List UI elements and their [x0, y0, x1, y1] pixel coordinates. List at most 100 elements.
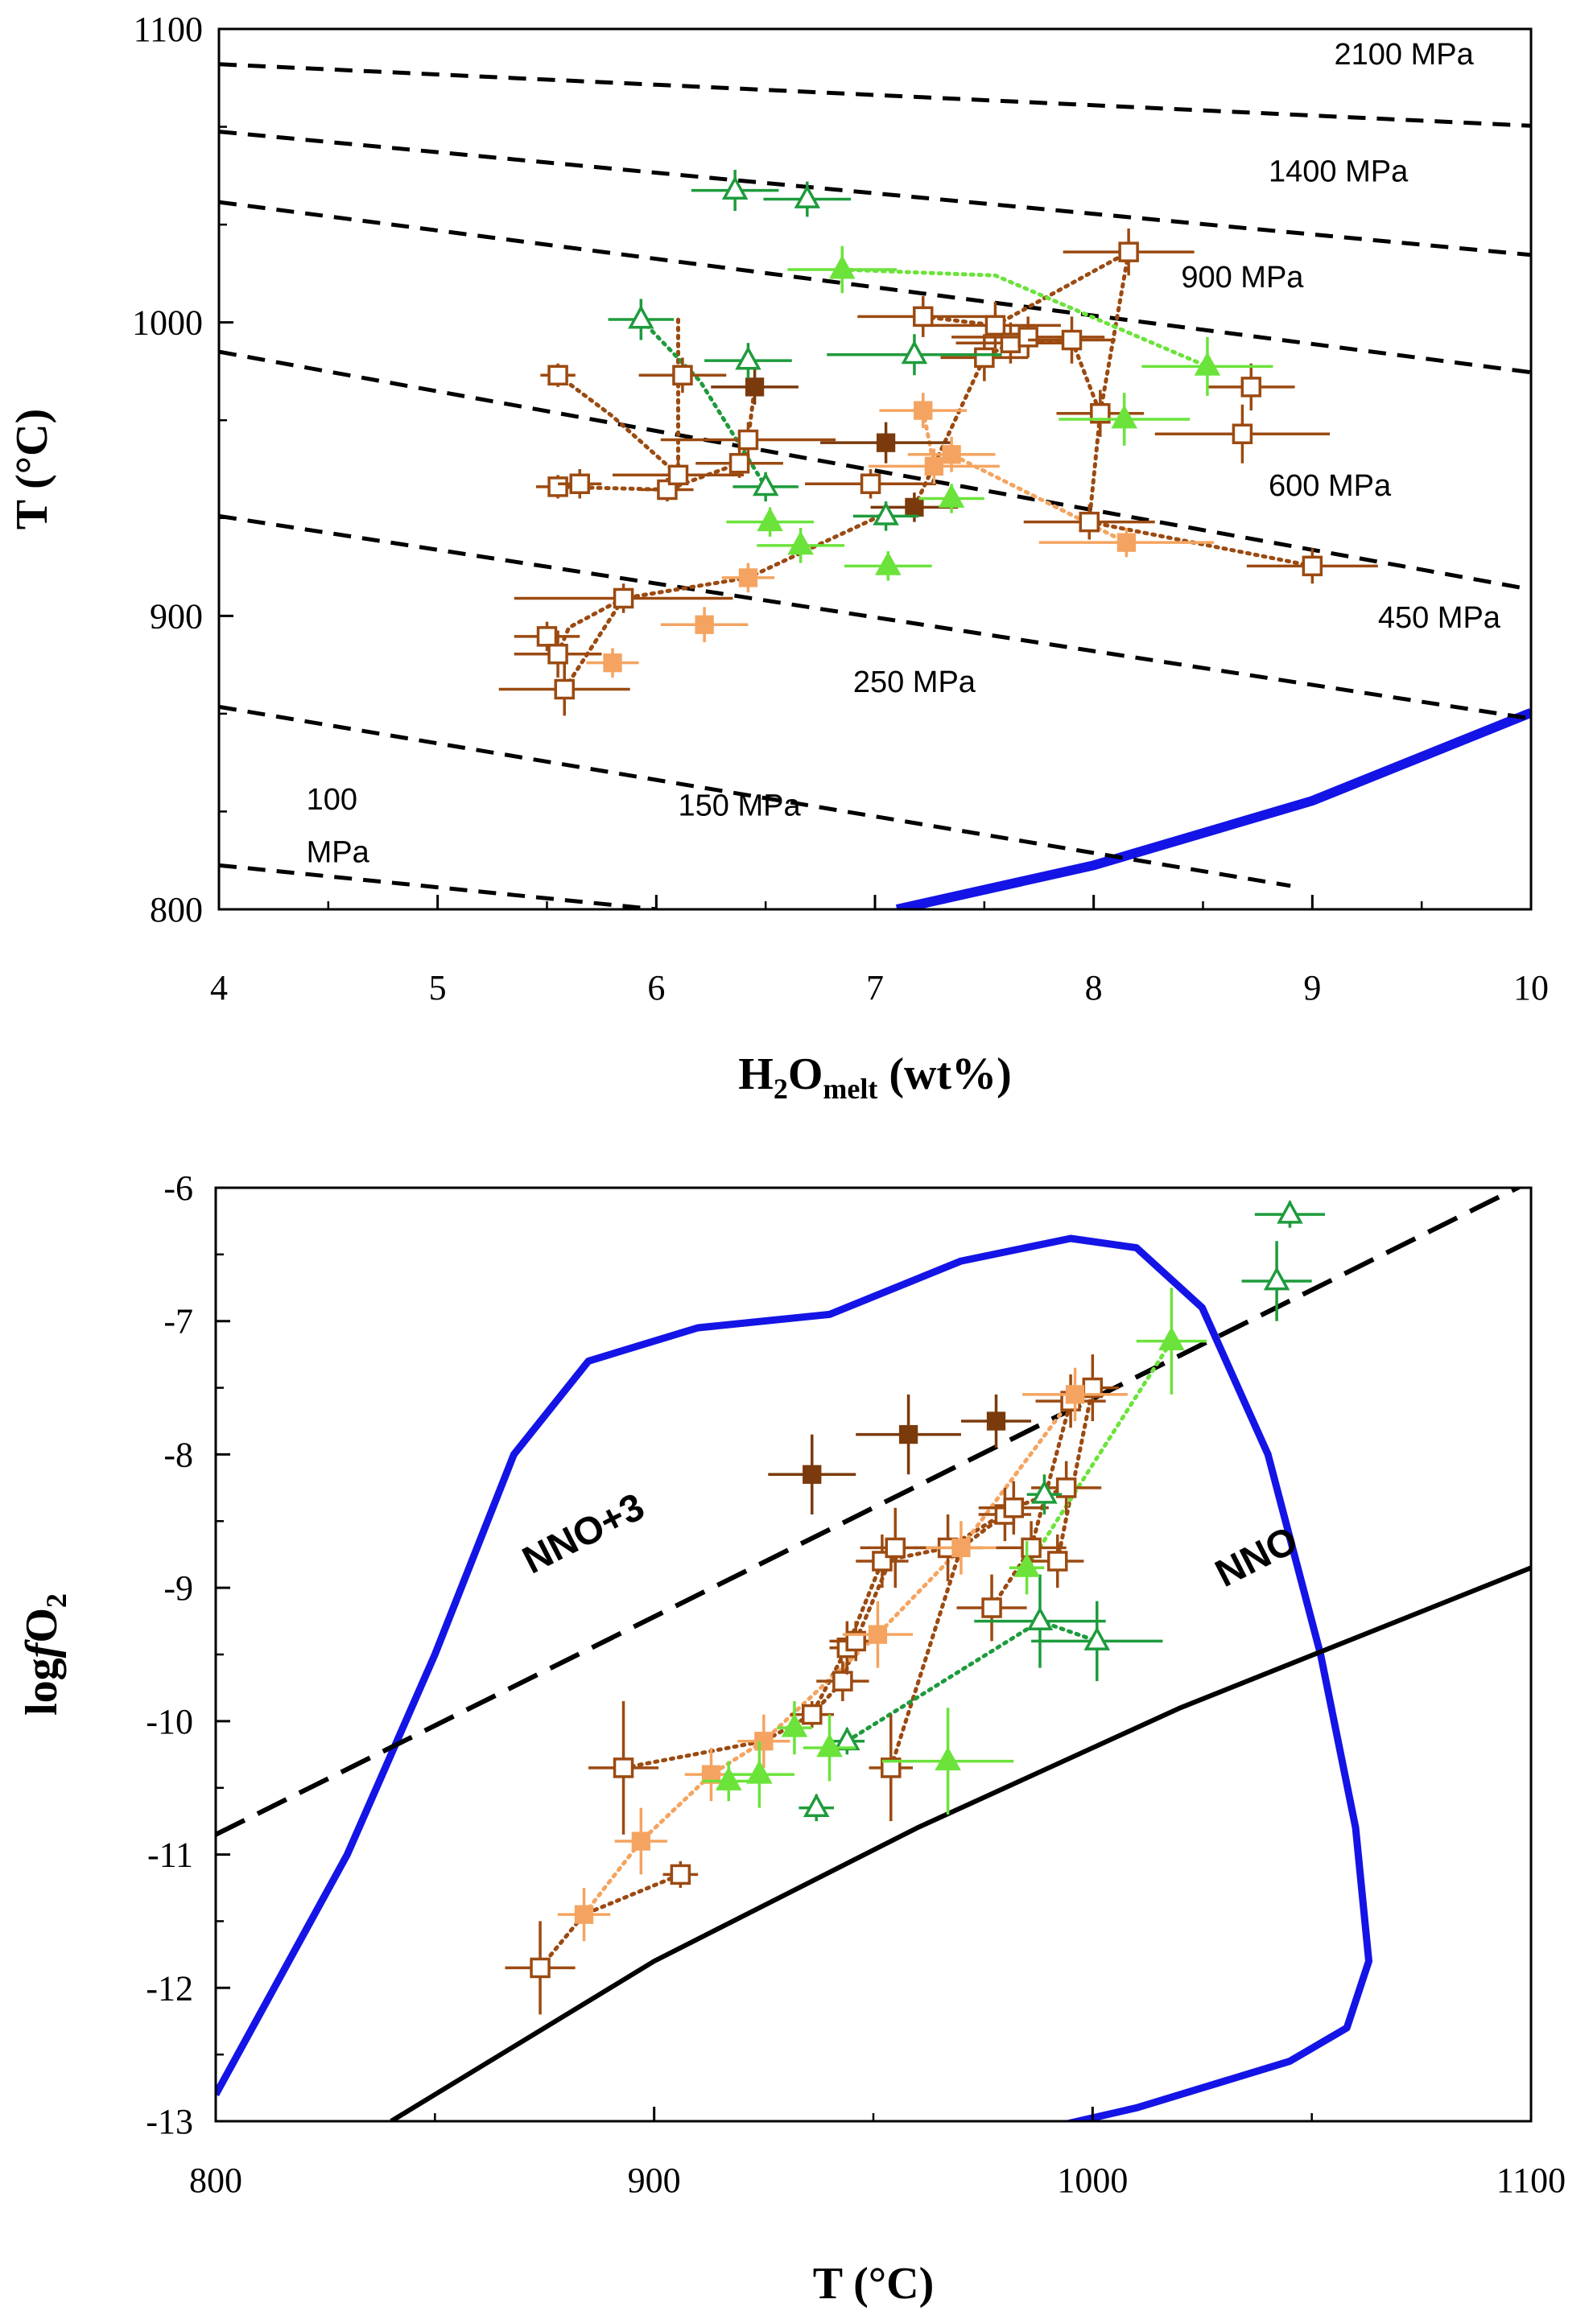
- marker-light-green-filled-triangles-4: [935, 1746, 961, 1770]
- marker-light-green-filled-triangles-6: [1158, 1326, 1185, 1350]
- trend-line-0: [538, 1872, 683, 1970]
- marker-light-green-filled-triangles-3: [816, 1733, 843, 1757]
- marker-orange-filled-squares-2: [738, 568, 758, 587]
- marker-light-green-filled-triangles-4: [787, 530, 814, 555]
- trend-line-6: [582, 1392, 1077, 1917]
- marker-brown-open-squares-17: [1017, 327, 1038, 348]
- marker-orange-filled-squares-6: [1116, 533, 1137, 552]
- marker-dark-green-open-triangles-2: [794, 184, 821, 208]
- marker-dark-green-open-triangles-4: [1031, 1479, 1058, 1504]
- top-clipped-layer: [219, 62, 1531, 909]
- isobar-label-0: 2100 MPa: [1335, 38, 1475, 72]
- top-x-title-sub-melt: melt: [823, 1073, 877, 1105]
- top-y-tick-label-1: 900: [150, 596, 203, 636]
- bottom-x-tick-label-2: 1000: [1057, 2161, 1128, 2200]
- isobar-line-2: [219, 200, 1531, 375]
- marker-dark-green-open-triangles-1: [834, 1726, 860, 1751]
- bottom-plot-frame: [214, 1186, 1533, 2123]
- marker-brown-filled-squares-0: [803, 1465, 822, 1484]
- marker-brown-open-squares-13: [913, 306, 934, 328]
- marker-orange-filled-squares-6: [1065, 1385, 1085, 1404]
- marker-brown-open-squares-4: [832, 1671, 853, 1691]
- marker-brown-open-squares-0: [536, 626, 558, 647]
- top-x-title-unit: (wt%): [877, 1049, 1011, 1099]
- top-x-tick-label-4: 8: [1085, 968, 1103, 1007]
- trend-line-11: [840, 267, 1210, 369]
- marker-brown-open-squares-4: [547, 365, 568, 386]
- marker-brown-open-squares-10: [728, 452, 750, 474]
- marker-brown-filled-squares-2: [986, 1411, 1006, 1431]
- marker-brown-open-squares-23: [1240, 377, 1262, 398]
- top-x-tick-label-2: 6: [647, 968, 665, 1007]
- marker-light-green-filled-triangles-5: [1013, 1553, 1040, 1577]
- trend-line-0: [562, 511, 889, 691]
- bottom-y-axis-title: logfO2: [17, 1593, 72, 1716]
- bottom-y-tick-label-3: -10: [146, 1702, 193, 1741]
- isobar-line-4: [219, 513, 1531, 721]
- top-axis-ticks: 4 5 6 7 8 9 10 800 900 1000 1100: [132, 10, 1549, 1007]
- bottom-y-tick-label-1: -12: [146, 1968, 193, 2008]
- marker-orange-filled-squares-3: [914, 401, 933, 420]
- bottom-clipped-layer: [216, 1188, 1531, 2121]
- marker-brown-open-squares-1: [613, 1757, 634, 1778]
- marker-brown-filled-squares-0: [745, 377, 765, 397]
- top-y-tick-label-3: 1100: [134, 10, 203, 49]
- marker-brown-open-squares-12: [860, 473, 881, 494]
- marker-brown-open-squares-20: [1090, 402, 1111, 424]
- bottom-y-title-log: log: [17, 1658, 67, 1716]
- top-y-axis-title: T (°C): [7, 409, 57, 529]
- trend-line-8: [1087, 520, 1314, 568]
- bottom-y-tick-label-2: -11: [147, 1836, 193, 1875]
- marker-brown-open-squares-9: [672, 365, 693, 386]
- top-x-tick-label-3: 7: [866, 968, 884, 1007]
- bottom-y-title-sub-2: 2: [40, 1593, 72, 1608]
- marker-brown-open-squares-24: [1302, 555, 1323, 577]
- marker-brown-open-squares-21: [1118, 241, 1139, 262]
- marker-brown-open-squares-8: [885, 1537, 906, 1559]
- marker-brown-open-squares-5: [547, 476, 568, 497]
- top-y-tick-label-0: 800: [150, 890, 203, 929]
- marker-brown-open-squares-3: [801, 1704, 823, 1725]
- marker-brown-open-squares-8: [667, 464, 689, 486]
- marker-light-green-filled-triangles-0: [828, 254, 856, 279]
- marker-brown-open-squares-18: [1061, 329, 1083, 351]
- marker-brown-open-squares-13: [1003, 1497, 1025, 1518]
- marker-light-green-filled-triangles-1: [1111, 404, 1137, 429]
- isobar-label-3: 600 MPa: [1269, 469, 1392, 503]
- marker-dark-green-open-triangles-6: [1277, 1199, 1303, 1224]
- marker-light-green-filled-triangles-5: [875, 551, 902, 575]
- marker-orange-filled-squares-5: [942, 445, 961, 464]
- top-x-tick-label-0: 4: [210, 968, 228, 1007]
- bottom-panel: NNO+3 NNO 800 900 1000 1100 -13 -12 -11 -10 -9 -8 -…: [17, 1168, 1566, 2309]
- reference-line-1: [390, 1565, 1531, 2121]
- trend-line-1: [621, 1485, 1069, 1770]
- top-y-tick-label-2: 1000: [132, 303, 203, 343]
- isobar-label-6: 150 MPa: [679, 789, 802, 822]
- isobar-label-2: 900 MPa: [1181, 261, 1304, 295]
- trend-line-7: [1098, 249, 1131, 416]
- marker-orange-filled-squares-1: [631, 1832, 650, 1851]
- isobar-label-4: 450 MPa: [1378, 601, 1501, 635]
- marker-brown-open-squares-1: [547, 643, 568, 665]
- trend-line-5: [1055, 1386, 1095, 1564]
- marker-orange-filled-squares-5: [951, 1538, 971, 1558]
- marker-dark-green-open-triangles-5: [1263, 1266, 1290, 1291]
- marker-brown-open-squares-14: [1021, 1537, 1042, 1559]
- marker-dark-green-open-triangles-6: [873, 501, 899, 525]
- marker-brown-filled-squares-1: [898, 1424, 918, 1444]
- bottom-y-tick-label-4: -9: [163, 1568, 193, 1608]
- marker-brown-open-squares-22: [1232, 423, 1253, 444]
- marker-dark-green-open-triangles-0: [628, 304, 654, 329]
- isobar-line-0: [219, 62, 1531, 128]
- marker-dark-green-open-triangles-0: [803, 1793, 830, 1817]
- bottom-y-tick-label-5: -8: [163, 1435, 193, 1474]
- top-x-title-sub-2: 2: [774, 1073, 788, 1105]
- marker-brown-open-squares-0: [530, 1957, 551, 1979]
- top-x-tick-label-1: 5: [429, 968, 447, 1007]
- marker-brown-open-squares-6: [845, 1630, 866, 1652]
- marker-brown-open-squares-16: [1055, 1477, 1077, 1498]
- marker-brown-filled-squares-1: [876, 433, 896, 452]
- blue-stability-envelope: [216, 1234, 1372, 2121]
